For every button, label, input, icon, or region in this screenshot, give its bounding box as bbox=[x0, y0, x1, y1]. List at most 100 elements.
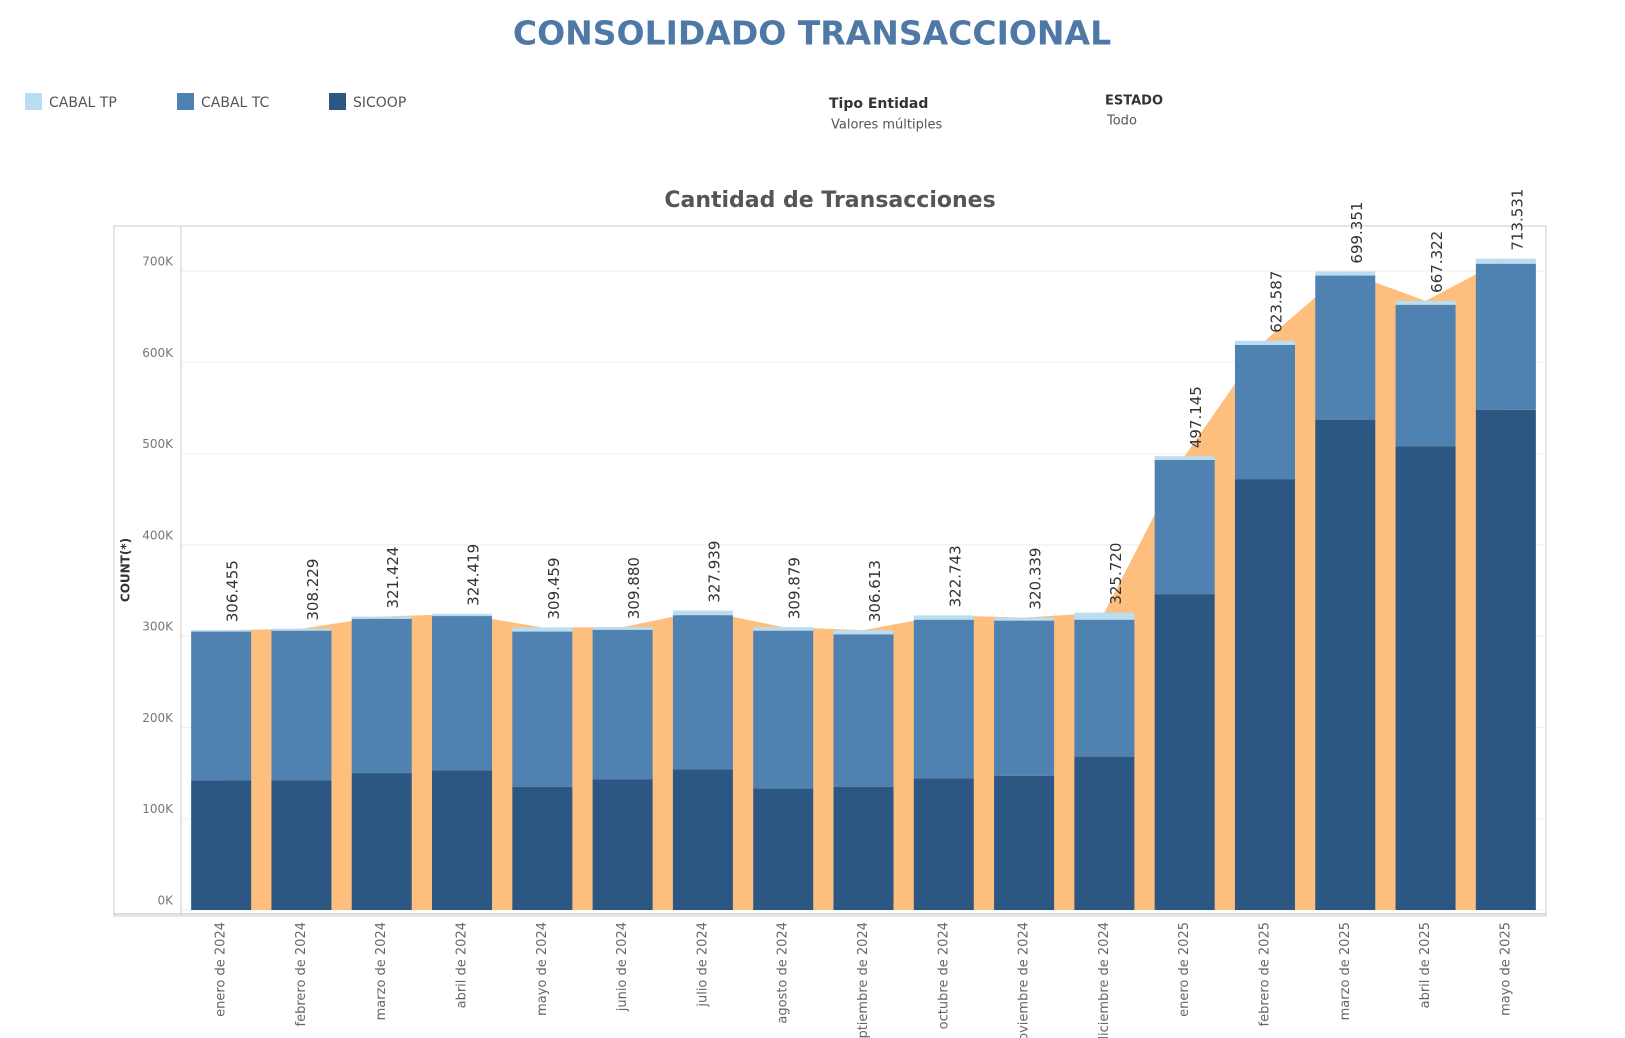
bar-segment bbox=[1475, 258, 1536, 264]
filter-label: Tipo Entidad bbox=[829, 96, 928, 112]
chart-title: Cantidad de Transacciones bbox=[664, 188, 995, 213]
value-label: 309.879 bbox=[786, 557, 804, 619]
bar-segment bbox=[1315, 275, 1376, 420]
value-label: 309.880 bbox=[625, 557, 643, 619]
x-tick-label: septiembre de 2024 bbox=[856, 922, 871, 1038]
bar-segment bbox=[271, 628, 332, 631]
value-label: 623.587 bbox=[1267, 271, 1285, 333]
bar-segment bbox=[1395, 300, 1456, 305]
x-tick-label: junio de 2024 bbox=[615, 922, 630, 1012]
bar-segment bbox=[1475, 263, 1536, 410]
bar-segment bbox=[191, 631, 252, 781]
legend-label: SICOOP bbox=[353, 95, 406, 111]
value-label: 713.531 bbox=[1508, 189, 1526, 251]
bar-segment bbox=[592, 779, 653, 910]
bar-segment bbox=[351, 616, 412, 619]
bar-segment bbox=[672, 610, 733, 616]
bar-segment bbox=[913, 615, 974, 620]
bar-segment bbox=[994, 617, 1055, 621]
x-tick-label: enero de 2024 bbox=[214, 922, 229, 1017]
value-label: 306.613 bbox=[866, 560, 884, 622]
filter-label: ESTADO bbox=[1105, 94, 1163, 109]
x-tick-label: enero de 2025 bbox=[1177, 922, 1192, 1017]
value-label: 309.459 bbox=[545, 557, 563, 619]
bar-segment bbox=[913, 778, 974, 910]
bar-segment bbox=[592, 627, 653, 630]
bar-segment bbox=[271, 780, 332, 910]
y-axis-label: COUNT(*) bbox=[119, 538, 133, 602]
x-tick-label: diciembre de 2024 bbox=[1097, 922, 1112, 1038]
bar-segment bbox=[672, 769, 733, 910]
filter-value[interactable]: Todo bbox=[1106, 114, 1137, 129]
legend-swatch bbox=[177, 93, 194, 110]
bar-segment bbox=[1234, 340, 1295, 345]
y-tick-label: 700K bbox=[142, 255, 174, 269]
bar-segment bbox=[753, 627, 814, 631]
y-tick-label: 100K bbox=[142, 802, 174, 816]
y-tick-label: 300K bbox=[142, 620, 174, 634]
bar-segment bbox=[351, 773, 412, 910]
x-tick-label: abril de 2024 bbox=[455, 922, 470, 1008]
y-tick-label: 200K bbox=[142, 711, 174, 725]
bar-segment bbox=[1234, 479, 1295, 910]
bar-segment bbox=[191, 780, 252, 910]
bar-segment bbox=[1154, 594, 1215, 910]
value-label: 321.424 bbox=[384, 547, 402, 609]
value-label: 699.351 bbox=[1348, 202, 1366, 264]
bar-segment bbox=[1154, 456, 1215, 460]
bar-segment bbox=[1395, 304, 1456, 447]
bar-segment bbox=[753, 630, 814, 789]
bar-segment bbox=[672, 615, 733, 770]
value-label: 324.419 bbox=[465, 544, 483, 606]
value-label: 497.145 bbox=[1187, 386, 1205, 448]
bar-segment bbox=[1154, 459, 1215, 595]
bar-segment bbox=[512, 786, 573, 910]
x-tick-label: febrero de 2025 bbox=[1257, 922, 1272, 1027]
y-tick-label: 400K bbox=[142, 528, 174, 542]
value-label: 306.455 bbox=[224, 560, 242, 622]
value-label: 325.720 bbox=[1107, 543, 1125, 605]
bar-segment bbox=[1074, 756, 1135, 910]
y-tick-label: 0K bbox=[157, 894, 174, 908]
bar-segment bbox=[1074, 619, 1135, 757]
value-label: 327.939 bbox=[705, 541, 723, 603]
bar-segment bbox=[512, 627, 573, 632]
dashboard-title: CONSOLIDADO TRANSACCIONAL bbox=[513, 14, 1111, 53]
x-tick-label: mayo de 2025 bbox=[1498, 922, 1513, 1016]
y-tick-label: 600K bbox=[142, 346, 174, 360]
bar-segment bbox=[1074, 612, 1135, 620]
legend-label: CABAL TC bbox=[201, 95, 270, 111]
bar-segment bbox=[432, 616, 493, 771]
bar-segment bbox=[1395, 446, 1456, 910]
bar-segment bbox=[191, 630, 252, 632]
value-label: 322.743 bbox=[946, 545, 964, 607]
bar-segment bbox=[1315, 271, 1376, 276]
x-tick-label: noviembre de 2024 bbox=[1017, 922, 1032, 1038]
y-tick-label: 500K bbox=[142, 437, 174, 451]
bar-segment bbox=[432, 770, 493, 910]
filter-value[interactable]: Valores múltiples bbox=[831, 118, 942, 133]
x-tick-label: marzo de 2024 bbox=[374, 922, 389, 1020]
legend-swatch bbox=[25, 93, 42, 110]
bar-segment bbox=[833, 786, 894, 910]
x-tick-label: febrero de 2024 bbox=[294, 922, 309, 1027]
bar-segment bbox=[1315, 419, 1376, 910]
bar-segment bbox=[1234, 344, 1295, 480]
value-label: 308.229 bbox=[304, 559, 322, 621]
bar-segment bbox=[351, 618, 412, 774]
x-tick-label: julio de 2024 bbox=[695, 922, 710, 1008]
legend-label: CABAL TP bbox=[49, 95, 117, 111]
bar-segment bbox=[833, 630, 894, 635]
bar-segment bbox=[271, 630, 332, 781]
value-label: 320.339 bbox=[1027, 548, 1045, 610]
bar-segment bbox=[512, 631, 573, 787]
x-tick-label: agosto de 2024 bbox=[776, 922, 791, 1024]
bar-segment bbox=[753, 788, 814, 910]
x-tick-label: octubre de 2024 bbox=[936, 922, 951, 1029]
value-label: 667.322 bbox=[1428, 231, 1446, 293]
bar-segment bbox=[833, 634, 894, 787]
bar-segment bbox=[994, 620, 1055, 776]
x-tick-label: abril de 2025 bbox=[1418, 922, 1433, 1008]
